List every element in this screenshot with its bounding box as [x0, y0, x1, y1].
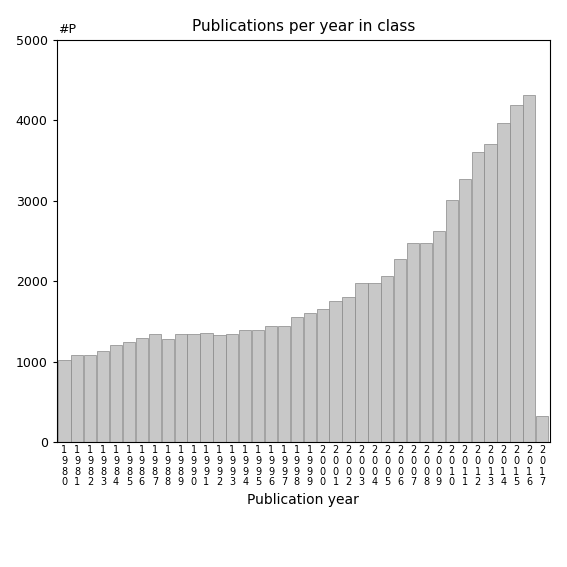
Bar — [291, 316, 303, 442]
Bar — [110, 345, 122, 442]
Bar — [252, 329, 264, 442]
Bar — [278, 325, 290, 442]
Bar — [420, 243, 432, 442]
Bar — [472, 151, 484, 442]
Bar — [368, 283, 380, 442]
Bar — [394, 259, 407, 442]
Bar — [304, 314, 316, 442]
Text: #P: #P — [58, 23, 76, 36]
Title: Publications per year in class: Publications per year in class — [192, 19, 415, 35]
Bar — [149, 333, 161, 442]
Bar — [123, 341, 135, 442]
Bar — [407, 243, 419, 442]
Bar — [433, 231, 445, 442]
Bar — [84, 356, 96, 442]
Bar — [356, 283, 367, 442]
Bar — [188, 333, 200, 442]
Bar — [58, 360, 70, 442]
Bar — [446, 200, 458, 442]
Bar — [226, 333, 239, 442]
Bar — [97, 352, 109, 442]
Bar — [200, 333, 213, 442]
Bar — [316, 310, 329, 442]
Bar — [497, 124, 510, 442]
X-axis label: Publication year: Publication year — [247, 493, 359, 507]
Bar — [329, 302, 342, 442]
Bar — [536, 416, 548, 442]
Bar — [459, 179, 471, 442]
Bar — [265, 325, 277, 442]
Bar — [162, 339, 174, 442]
Bar — [239, 331, 251, 442]
Bar — [136, 337, 148, 442]
Bar — [510, 105, 523, 442]
Bar — [175, 333, 187, 442]
Bar — [213, 335, 226, 442]
Bar — [484, 143, 497, 442]
Bar — [381, 276, 393, 442]
Bar — [71, 356, 83, 442]
Bar — [523, 95, 535, 442]
Bar — [342, 297, 355, 442]
